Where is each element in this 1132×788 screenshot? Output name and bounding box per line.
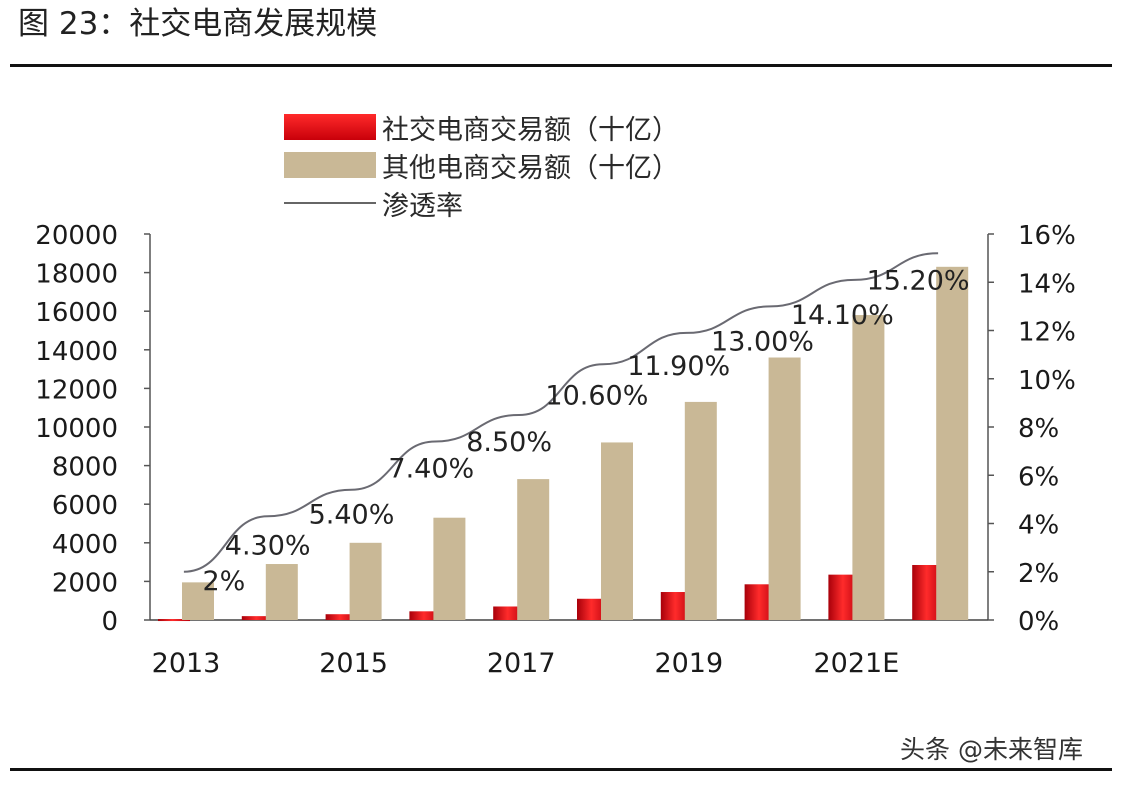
bar-other — [936, 266, 969, 620]
y-right-tick-label: 8% — [1018, 414, 1059, 444]
legend-swatch-other — [284, 152, 376, 178]
bar-other — [349, 542, 382, 620]
bar-social — [325, 614, 358, 620]
legend-swatch-social — [284, 114, 376, 140]
x-tick-label: 2019 — [654, 648, 723, 679]
y-left-tick-label: 14000 — [35, 337, 118, 367]
bar-other — [265, 564, 298, 620]
bar-social — [241, 616, 274, 620]
y-left-tick-label: 12000 — [35, 375, 118, 405]
bar-other — [601, 442, 633, 620]
y-left-tick-label: 10000 — [35, 414, 118, 444]
chart-legend: 社交电商交易额（十亿） 其他电商交易额（十亿） 渗透率 — [284, 108, 679, 222]
y-left-tick-label: 4000 — [52, 530, 118, 560]
bar-other — [852, 315, 885, 620]
y-right-tick-label: 10% — [1018, 366, 1076, 396]
x-tick-label: 2017 — [487, 648, 556, 679]
y-left-tick-label: 0 — [101, 607, 118, 637]
legend-label-penetration: 渗透率 — [382, 190, 463, 222]
legend-item-penetration: 渗透率 — [284, 184, 679, 222]
data-label-penetration: 14.10% — [791, 300, 894, 331]
bar-other — [768, 357, 801, 620]
x-tick-label: 2021E — [814, 648, 900, 679]
y-right-tick-label: 14% — [1018, 269, 1076, 299]
data-label-penetration: 13.00% — [711, 326, 814, 357]
bottom-rule — [10, 768, 1112, 771]
y-right-tick-label: 4% — [1018, 511, 1059, 541]
data-label-penetration: 7.40% — [388, 453, 474, 484]
x-tick-label: 2013 — [152, 648, 221, 679]
y-left-tick-label: 18000 — [35, 260, 118, 290]
bar-other — [433, 517, 466, 620]
y-right-tick-label: 6% — [1018, 462, 1059, 492]
y-left-tick-label: 20000 — [35, 221, 118, 251]
watermark: 头条 @未来智库 — [900, 735, 1083, 764]
data-label-penetration: 8.50% — [466, 427, 552, 458]
y-right-tick-label: 12% — [1018, 318, 1076, 348]
legend-item-social: 社交电商交易额（十亿） — [284, 108, 679, 146]
y-right-tick-label: 0% — [1018, 607, 1059, 637]
legend-line-penetration — [284, 202, 376, 204]
data-label-penetration: 5.40% — [309, 500, 395, 531]
line-penetration — [183, 252, 939, 573]
bar-social — [158, 619, 190, 622]
legend-item-other: 其他电商交易额（十亿） — [284, 146, 679, 184]
figure-title: 图 23：社交电商发展规模 — [18, 6, 378, 42]
bar-social — [409, 611, 442, 620]
data-label-penetration: 2% — [202, 566, 245, 597]
data-label-penetration: 11.90% — [627, 351, 730, 382]
data-label-penetration: 15.20% — [867, 265, 970, 296]
y-left-tick-label: 6000 — [52, 491, 118, 521]
legend-label-social: 社交电商交易额（十亿） — [382, 114, 679, 146]
y-left-tick-label: 16000 — [35, 298, 118, 328]
bar-other — [517, 479, 550, 620]
x-tick-label: 2015 — [319, 648, 388, 679]
data-label-penetration: 10.60% — [545, 380, 648, 411]
data-label-penetration: 4.30% — [225, 530, 311, 561]
y-right-tick-label: 2% — [1018, 559, 1059, 589]
bar-other — [684, 401, 717, 620]
y-right-tick-label: 16% — [1018, 221, 1076, 251]
y-left-tick-label: 8000 — [52, 453, 118, 483]
legend-label-other: 其他电商交易额（十亿） — [382, 152, 679, 184]
y-left-tick-label: 2000 — [52, 568, 118, 598]
bar-other — [182, 582, 214, 620]
top-rule — [10, 64, 1112, 67]
